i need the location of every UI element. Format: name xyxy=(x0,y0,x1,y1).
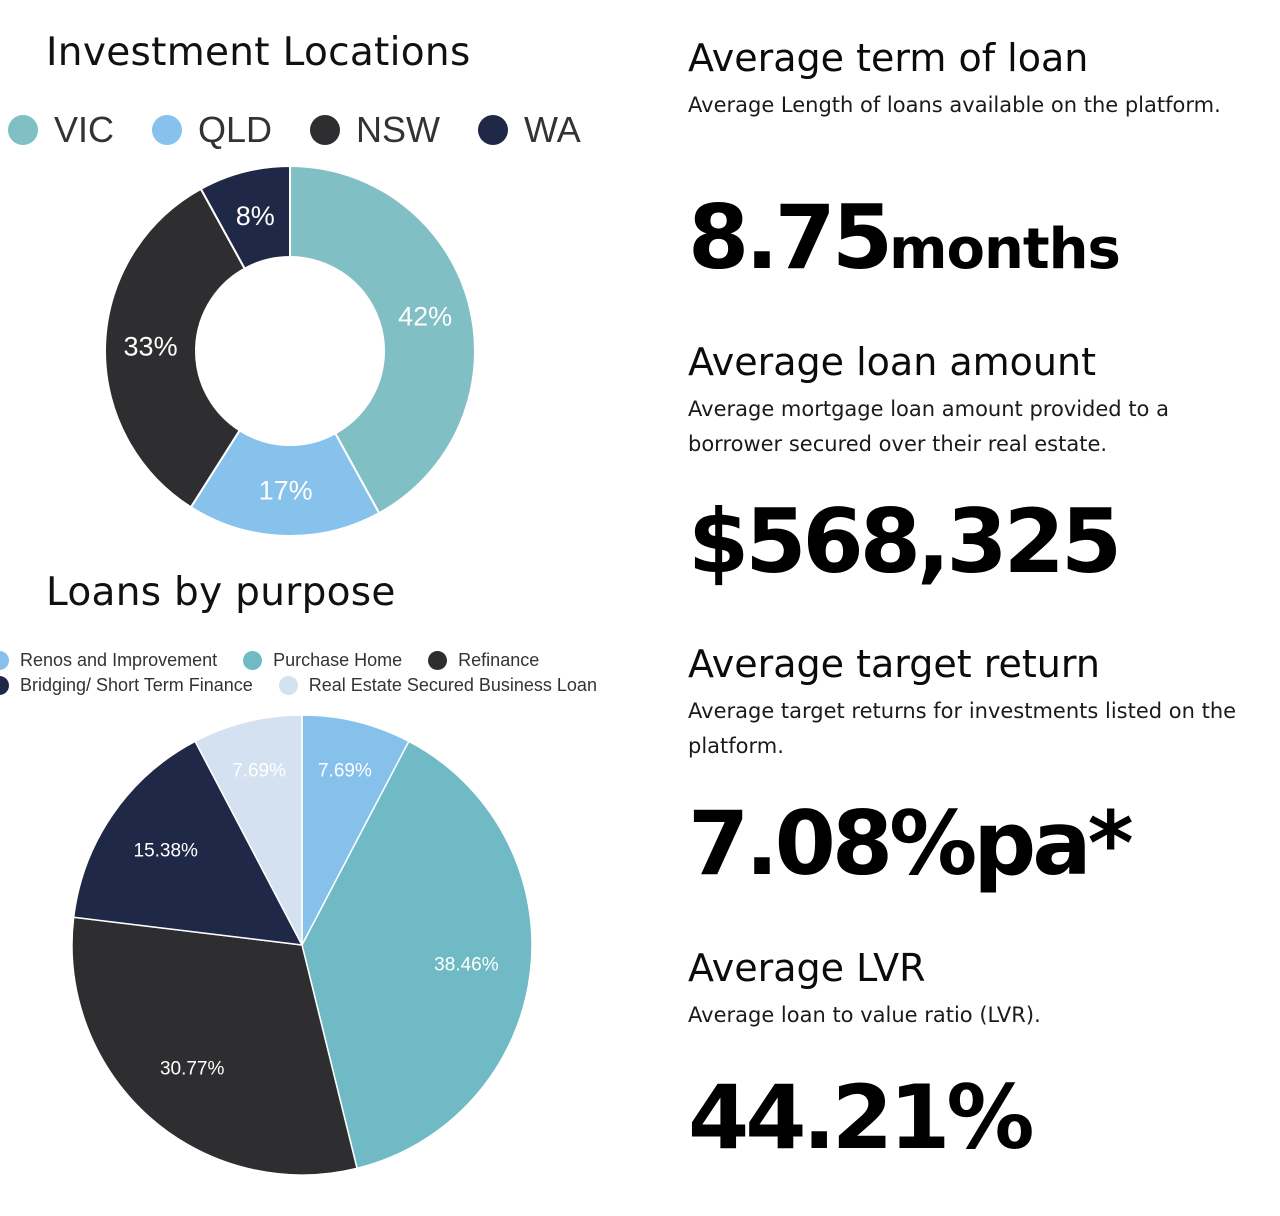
purpose-legend-label: Purchase Home xyxy=(273,650,403,670)
locations-legend-swatch xyxy=(310,115,341,145)
stat-amount-title: Average loan amount xyxy=(688,340,1096,384)
stat-return: Average target return Average target ret… xyxy=(688,642,1268,764)
locations-legend-label: WA xyxy=(524,109,581,150)
pie-label-purchase-home: 38.46% xyxy=(434,954,499,975)
locations-legend-item-wa: WA xyxy=(478,109,581,151)
purpose-legend-item-renos-and-improvement: Renos and Improvement xyxy=(0,650,217,671)
purpose-legend-item-bridging-short-term-finance: Bridging/ Short Term Finance xyxy=(0,675,253,696)
donut-label-vic: 42% xyxy=(398,301,452,331)
stat-lvr-value: 44.21% xyxy=(688,1066,1035,1169)
pie-slice-real-estate-secured-business-loan xyxy=(194,714,303,946)
pie-label-renos-and-improvement: 7.69% xyxy=(318,760,372,781)
pie-slice-purchase-home xyxy=(301,740,533,1170)
purpose-legend-swatch xyxy=(0,676,9,695)
locations-legend-label: VIC xyxy=(54,109,115,150)
stat-term-title: Average term of loan xyxy=(688,36,1089,80)
loans-by-purpose-title: Loans by purpose xyxy=(46,570,396,615)
pie-label-refinance: 30.77% xyxy=(160,1058,225,1079)
stat-return-title: Average target return xyxy=(688,642,1100,686)
loans-by-purpose-legend-row-1: Renos and Improvement Purchase Home Refina… xyxy=(0,650,565,671)
loans-by-purpose-pie-chart: 7.69% 38.46% 30.77% 15.38% 7.69% xyxy=(71,714,533,1176)
donut-label-qld: 17% xyxy=(259,475,313,505)
donut-label-wa: 8% xyxy=(236,201,275,231)
pie-label-real-estate-secured-business-loan: 7.69% xyxy=(232,760,286,781)
locations-legend-item-qld: QLD xyxy=(152,109,272,151)
pie-slice-renos-and-improvement xyxy=(301,714,410,946)
donut-label-nsw: 33% xyxy=(124,332,178,362)
locations-legend-item-vic: VIC xyxy=(8,109,114,151)
purpose-legend-item-refinance: Refinance xyxy=(428,650,539,671)
purpose-legend-label: Bridging/ Short Term Finance xyxy=(20,675,253,695)
purpose-legend-item-real-estate-secured-business-loan: Real Estate Secured Business Loan xyxy=(278,675,597,696)
stat-term-description: Average Length of loans available on the… xyxy=(688,93,1221,117)
stat-term-number: 8.75 xyxy=(688,186,893,289)
pie-slice-refinance xyxy=(71,916,358,1176)
stat-amount: Average loan amount Average mortgage loa… xyxy=(688,340,1268,462)
purpose-legend-item-purchase-home: Purchase Home xyxy=(243,650,402,671)
pie-slice-bridging-short-term-finance xyxy=(72,740,304,946)
pie-label-bridging-short-term-finance: 15.38% xyxy=(134,840,199,861)
stat-lvr-title: Average LVR xyxy=(688,946,926,990)
purpose-legend-swatch xyxy=(243,651,263,670)
stat-lvr: Average LVR Average loan to value ratio … xyxy=(688,946,1268,1033)
purpose-legend-swatch xyxy=(428,651,448,670)
stat-return-value: 7.08%pa* xyxy=(688,792,1134,895)
stat-term: Average term of loan Average Length of l… xyxy=(688,36,1268,123)
locations-legend-swatch xyxy=(478,115,509,145)
stat-term-value: 8.75months xyxy=(688,194,1121,282)
stat-return-description: Average target returns for investments l… xyxy=(688,699,1237,758)
locations-legend-label: NSW xyxy=(356,109,441,150)
donut-slice-vic xyxy=(289,164,476,515)
donut-slice-nsw xyxy=(104,187,247,509)
locations-legend-swatch xyxy=(8,115,38,145)
purpose-legend-swatch xyxy=(278,676,298,695)
locations-legend-label: QLD xyxy=(198,109,273,150)
purpose-legend-swatch xyxy=(0,651,9,670)
stat-term-unit: months xyxy=(889,217,1121,282)
stat-amount-value: $568,325 xyxy=(688,490,1122,593)
donut-slice-qld xyxy=(189,428,381,537)
investment-locations-legend: VIC QLD NSW WA xyxy=(8,108,619,152)
purpose-legend-label: Real Estate Secured Business Loan xyxy=(308,675,597,695)
stat-lvr-description: Average loan to value ratio (LVR). xyxy=(688,1003,1041,1027)
locations-legend-swatch xyxy=(152,115,183,145)
purpose-legend-label: Renos and Improvement xyxy=(20,650,218,670)
stat-amount-description: Average mortgage loan amount provided to… xyxy=(688,397,1169,456)
investment-locations-title: Investment Locations xyxy=(46,30,471,75)
donut-slice-wa xyxy=(199,164,291,270)
investment-locations-donut-chart: 42% 17% 33% 8% xyxy=(104,164,476,537)
loans-by-purpose-legend-row-2: Bridging/ Short Term Finance Real Estate … xyxy=(0,675,623,696)
purpose-legend-label: Refinance xyxy=(458,650,540,670)
locations-legend-item-nsw: NSW xyxy=(310,109,440,151)
